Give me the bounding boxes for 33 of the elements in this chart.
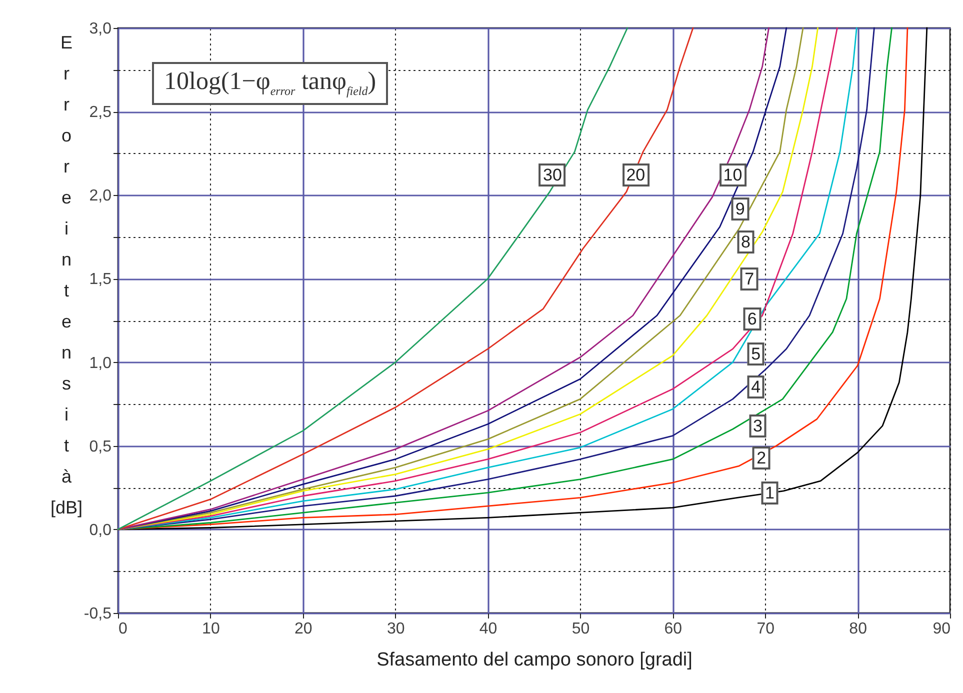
- x-tick-label: 70: [756, 620, 775, 638]
- x-tick-label: 0: [118, 620, 128, 638]
- series-label: 9: [731, 197, 749, 220]
- series-label: 30: [539, 164, 566, 187]
- x-tick-label: 30: [386, 620, 405, 638]
- y-tick-label: 0,0: [89, 522, 112, 539]
- y-tick-label: 3,0: [89, 20, 112, 38]
- y-tick-label: -0,5: [84, 606, 112, 622]
- series-label: 5: [747, 342, 765, 366]
- series-label: 4: [747, 376, 765, 399]
- series-label: 8: [736, 230, 754, 254]
- series-label: 1: [760, 481, 778, 504]
- series-label: 20: [622, 164, 650, 187]
- x-tick-label: 90: [932, 620, 951, 638]
- series-label: 10: [719, 164, 746, 187]
- y-tick-label: 1,0: [89, 354, 112, 372]
- y-tick-label: 2,0: [89, 188, 112, 205]
- x-tick-label: 60: [664, 620, 682, 638]
- series-label: 2: [752, 446, 770, 470]
- x-tick-label: 80: [849, 620, 868, 638]
- y-tick-label: 0,5: [89, 438, 112, 456]
- series-label: 6: [743, 307, 761, 330]
- text: Errore intensità [dB]: [50, 32, 83, 518]
- y-tick-label: 1,5: [89, 271, 112, 288]
- x-tick-label: 10: [202, 620, 220, 638]
- x-tick-label: 50: [572, 620, 590, 638]
- series-label: 3: [748, 414, 766, 438]
- series-label: 7: [740, 267, 758, 290]
- annotation: 10log(1−φ$_{error}$ tanφ$_{field}$): [152, 62, 388, 105]
- x-axis-title: Sfasamento del campo sonoro [gradi]: [376, 650, 692, 670]
- x-tick-label: 40: [479, 620, 498, 638]
- y-tick-label: 2,5: [89, 104, 112, 122]
- x-tick-label: 20: [294, 620, 312, 638]
